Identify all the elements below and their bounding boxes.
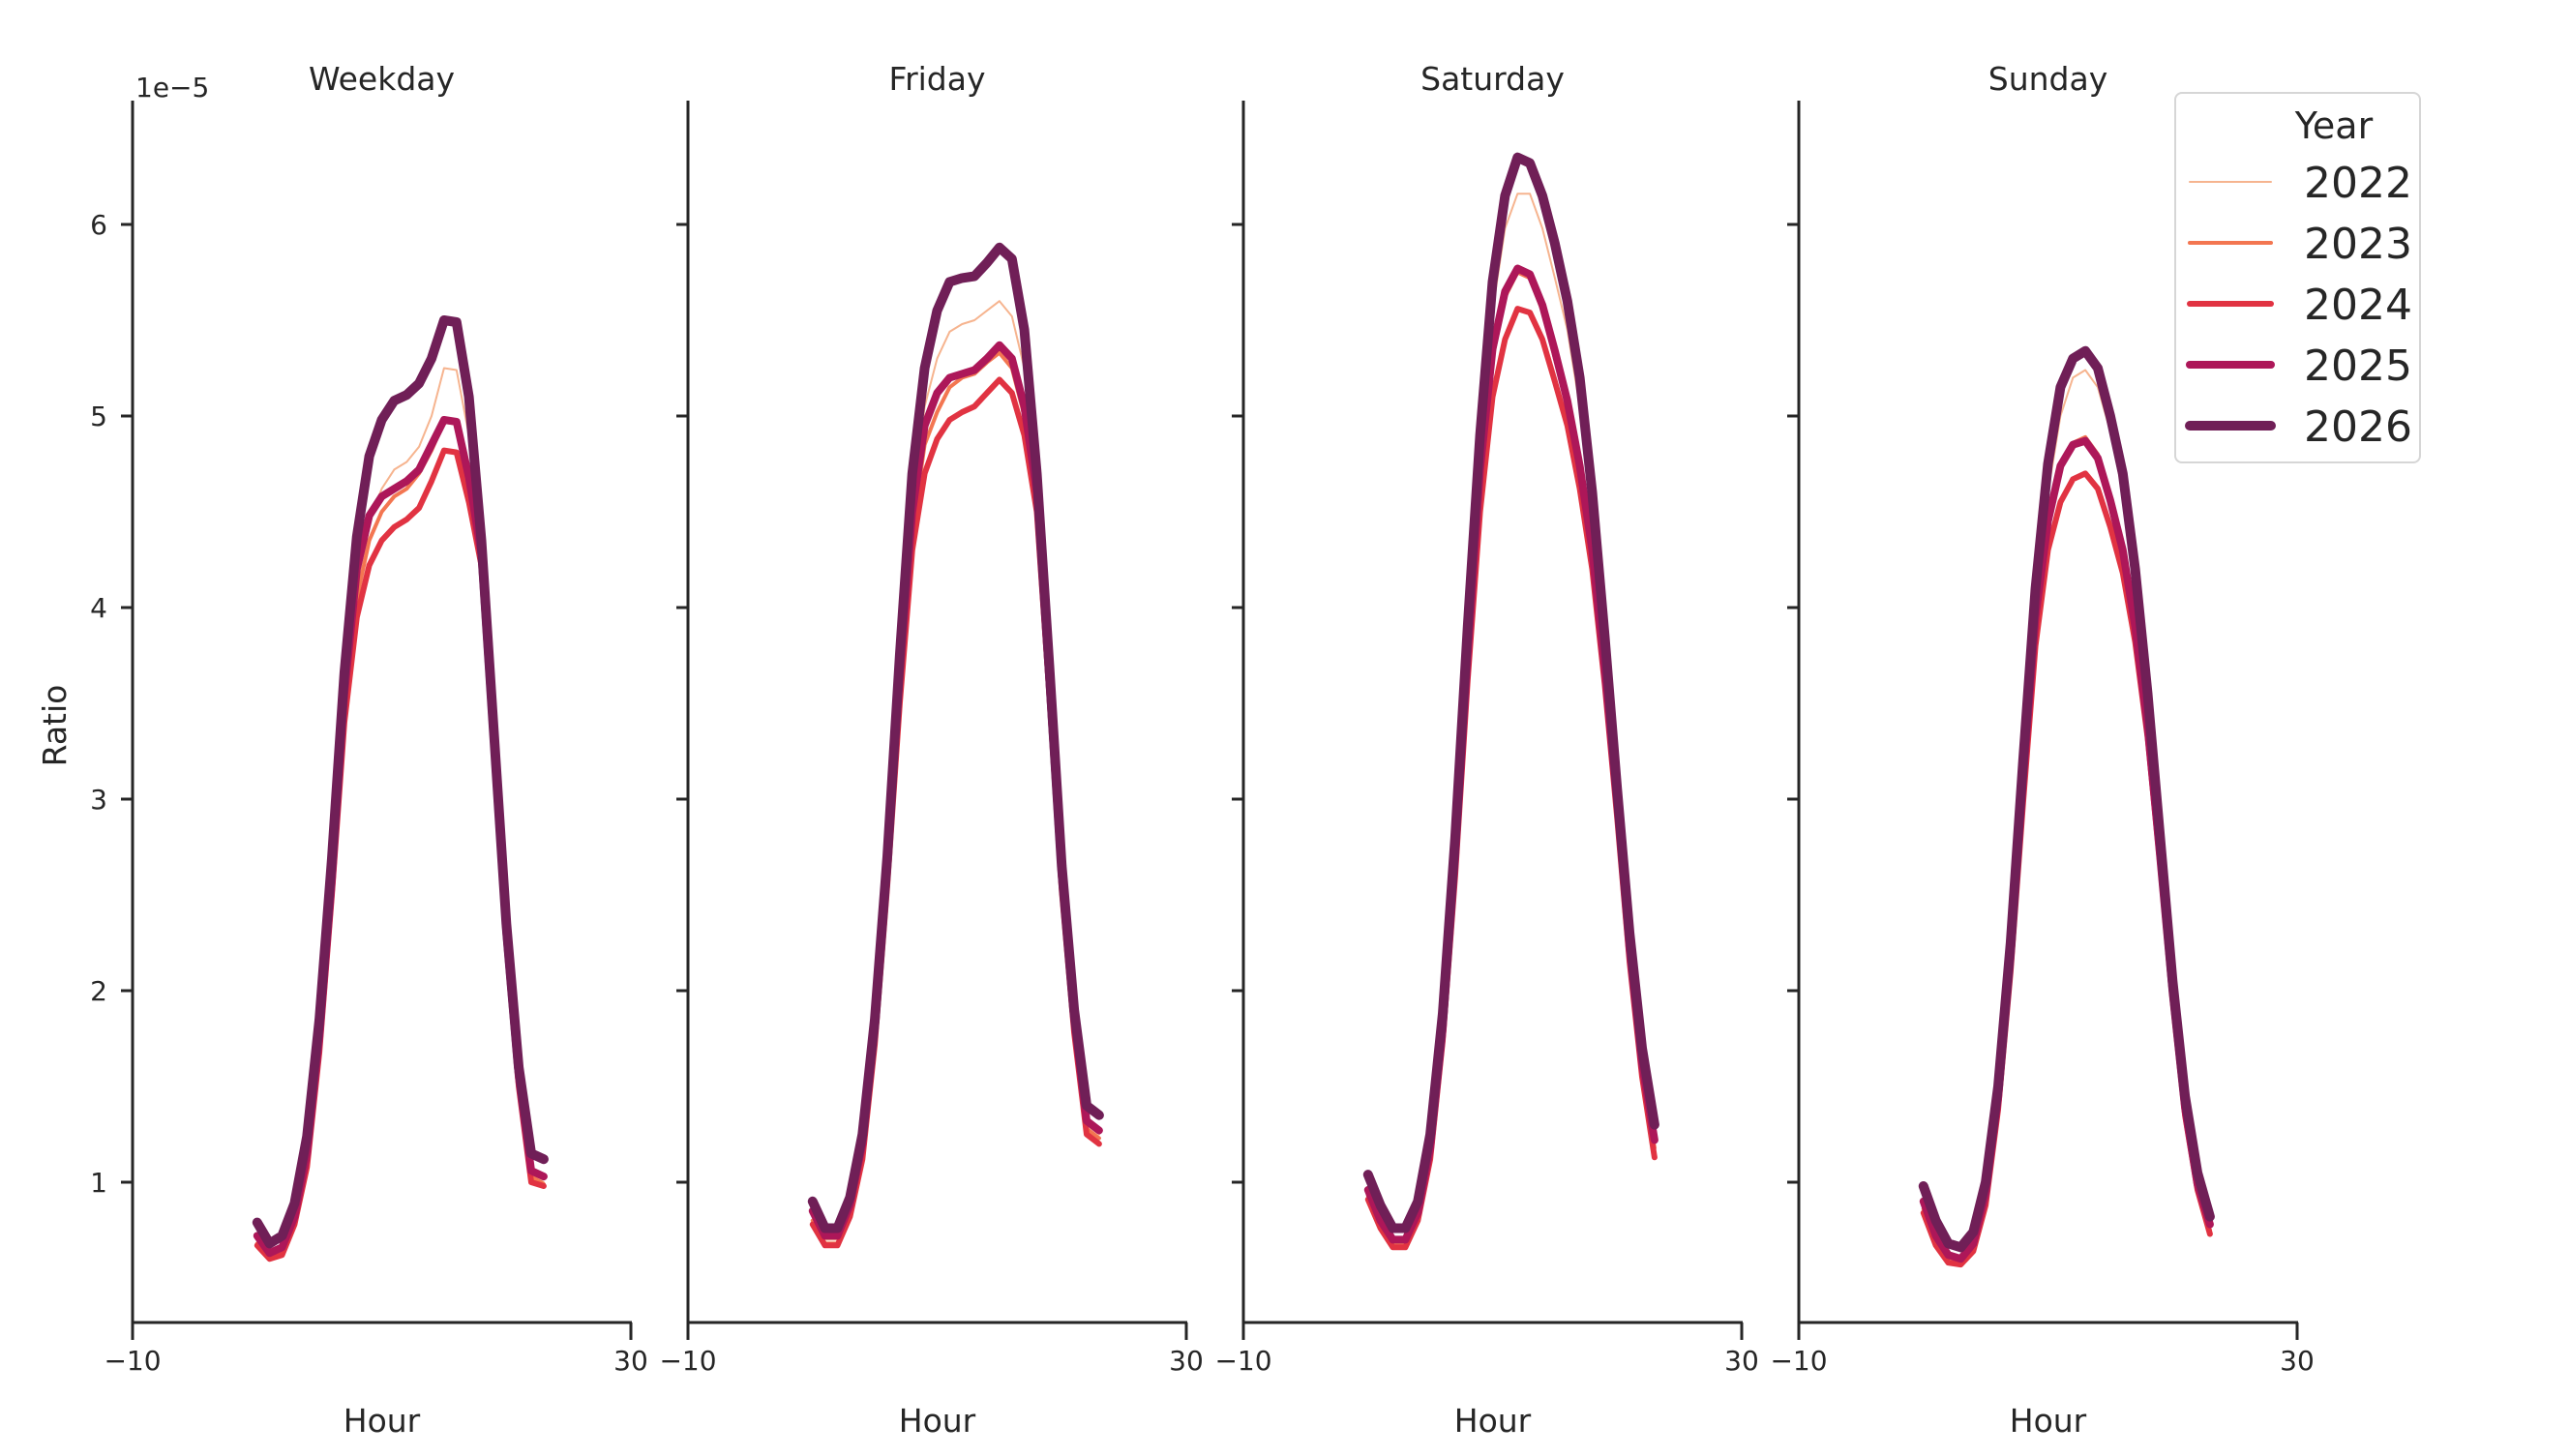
- x-tick-label: −10: [659, 1345, 716, 1377]
- x-tick-label: 30: [1724, 1345, 1759, 1377]
- series-line-2025: [1919, 436, 2214, 1263]
- y-tick-label: 6: [90, 209, 107, 241]
- x-tick-label: −10: [1214, 1345, 1271, 1377]
- legend-label-2023: 2023: [2304, 220, 2412, 269]
- panel-saturday: Saturday −10 30 Hour: [1214, 60, 1758, 1440]
- series-line-2026: [1362, 152, 1659, 1233]
- x-tick-label: 30: [2280, 1345, 2315, 1377]
- panel-sunday: Sunday −10 30 Hour: [1770, 60, 2314, 1440]
- legend: Year 2022 2023 2024 2025 2026: [2174, 92, 2421, 463]
- y-offset-label: 1e−5: [135, 72, 209, 104]
- series-line-2026: [807, 242, 1104, 1233]
- legend-title: Year: [2294, 104, 2374, 147]
- panel-friday: Friday −10 30 Hour: [659, 60, 1203, 1440]
- panel-title: Friday: [888, 60, 985, 98]
- x-axis-label: Hour: [344, 1402, 421, 1440]
- x-tick-label: 30: [1169, 1345, 1204, 1377]
- y-tick-label: 3: [90, 784, 107, 816]
- legend-label-2022: 2022: [2304, 159, 2412, 208]
- x-axis-label: Hour: [1454, 1402, 1532, 1440]
- y-tick-label: 5: [90, 401, 107, 432]
- panel-title: Weekday: [309, 60, 455, 98]
- y-axis-label: Ratio: [36, 685, 74, 767]
- panel-title: Sunday: [1988, 60, 2107, 98]
- x-tick-label: −10: [1770, 1345, 1827, 1377]
- y-tick-label: 4: [90, 592, 107, 624]
- x-axis-label: Hour: [899, 1402, 976, 1440]
- series-line-2026: [252, 315, 549, 1249]
- y-tick-label: 1: [90, 1167, 107, 1199]
- legend-entries: 2022 2023 2024 2025 2026: [2185, 159, 2412, 452]
- legend-label-2024: 2024: [2304, 281, 2412, 330]
- legend-label-2025: 2025: [2304, 342, 2412, 391]
- panel-weekday: Weekday 1 2 3 4 5 6 −10 30 Hour: [90, 60, 648, 1440]
- x-tick-label: 30: [613, 1345, 648, 1377]
- x-tick-label: −10: [104, 1345, 161, 1377]
- series-line-2023: [1921, 434, 2212, 1267]
- series-line-2022: [1922, 369, 2211, 1264]
- x-axis-label: Hour: [2010, 1402, 2087, 1440]
- legend-frame: [2174, 92, 2421, 463]
- legend-label-2026: 2026: [2304, 402, 2412, 452]
- series-line-2026: [1918, 345, 2215, 1253]
- y-tick-label: 2: [90, 975, 107, 1007]
- panel-title: Saturday: [1420, 60, 1565, 98]
